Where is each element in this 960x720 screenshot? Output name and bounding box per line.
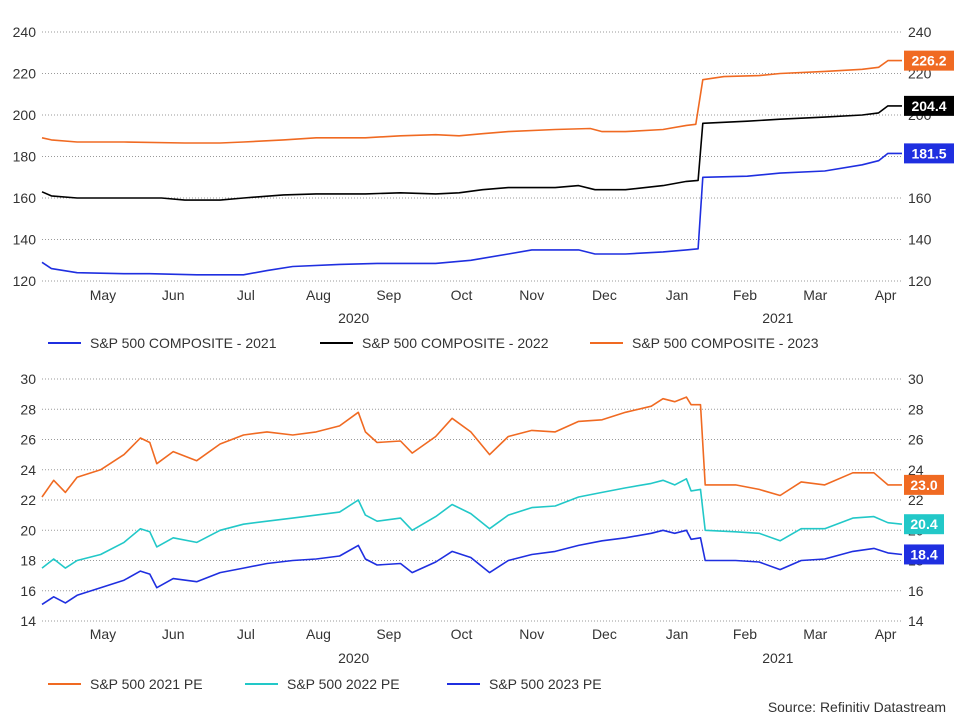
y-tick-label-left: 22 [20,492,36,508]
y-tick-label-right: 30 [908,371,924,387]
y-tick-label-left: 16 [20,583,36,599]
x-year-label: 2020 [338,650,369,666]
y-tick-label-left: 200 [13,107,37,123]
x-tick-label: Feb [733,287,757,303]
end-value-label: 204.4 [911,98,946,114]
y-tick-label-left: 14 [20,613,36,629]
x-tick-label: Jul [237,287,255,303]
x-tick-label: Sep [376,287,401,303]
x-tick-label: Apr [875,287,897,303]
legend-label: S&P 500 COMPOSITE - 2023 [632,335,819,351]
x-tick-label: Aug [306,626,331,642]
x-tick-label: Jan [666,287,689,303]
y-tick-label-left: 28 [20,401,36,417]
y-tick-label-left: 220 [13,66,37,82]
end-value-badge [904,544,944,565]
chart-2: 141416161818202022222424262628283030MayJ… [20,371,944,692]
x-tick-label: Sep [376,626,401,642]
y-tick-label-left: 26 [20,432,36,448]
end-value-label: 18.4 [910,546,937,562]
x-tick-label: Mar [803,626,827,642]
x-tick-label: Dec [592,626,617,642]
x-tick-label: Oct [451,626,473,642]
legend-label: S&P 500 2023 PE [489,676,602,692]
series-line [41,59,902,144]
y-tick-label-right: 24 [908,462,924,478]
series-line [41,477,903,569]
y-tick-label-right: 22 [908,492,924,508]
y-tick-label-right: 160 [908,190,932,206]
y-tick-label-right: 120 [908,273,932,289]
y-tick-label-right: 26 [908,432,924,448]
x-tick-label: Mar [803,287,827,303]
y-tick-label-left: 30 [20,371,36,387]
y-tick-label-left: 240 [13,24,37,40]
y-tick-label-left: 20 [20,522,36,538]
y-tick-label-right: 140 [908,232,932,248]
x-tick-label: Dec [592,287,617,303]
x-tick-label: Jun [162,626,185,642]
x-tick-label: Nov [519,626,544,642]
end-value-badge [904,95,954,116]
x-tick-label: May [90,287,116,303]
x-tick-label: Feb [733,626,757,642]
legend-label: S&P 500 COMPOSITE - 2022 [362,335,549,351]
end-value-badge [904,143,954,164]
end-value-badge [904,50,954,71]
end-value-badge [904,474,944,495]
y-tick-label-right: 16 [908,583,924,599]
end-value-label: 226.2 [911,53,946,69]
y-tick-label-left: 24 [20,462,36,478]
y-tick-label-right: 28 [908,401,924,417]
y-tick-label-left: 160 [13,190,37,206]
series-line [41,105,902,201]
x-tick-label: Jan [666,626,689,642]
x-year-label: 2021 [762,650,793,666]
end-value-label: 181.5 [911,145,946,161]
x-tick-label: Nov [519,287,544,303]
x-tick-label: Oct [451,287,473,303]
series-line [41,529,903,606]
x-year-label: 2021 [762,310,793,326]
source-note: Source: Refinitiv Datastream [768,699,946,715]
y-tick-label-right: 240 [908,24,932,40]
y-tick-label-left: 140 [13,232,37,248]
legend-label: S&P 500 2022 PE [287,676,400,692]
end-value-badge [904,514,944,535]
series-line [41,396,902,498]
y-tick-label-left: 120 [13,273,37,289]
x-tick-label: Jul [237,626,255,642]
x-tick-label: Apr [875,626,897,642]
legend-label: S&P 500 COMPOSITE - 2021 [90,335,277,351]
y-tick-label-right: 14 [908,613,924,629]
legend-label: S&P 500 2021 PE [90,676,203,692]
y-tick-label-left: 180 [13,149,37,165]
x-tick-label: May [90,626,116,642]
x-year-label: 2020 [338,310,369,326]
end-value-label: 23.0 [910,477,937,493]
end-value-label: 20.4 [910,516,937,532]
x-tick-label: Aug [306,287,331,303]
chart-1: 1201201401401601601801802002002202202402… [13,24,954,351]
y-tick-label-left: 18 [20,553,36,569]
series-line [41,152,902,276]
x-tick-label: Jun [162,287,185,303]
